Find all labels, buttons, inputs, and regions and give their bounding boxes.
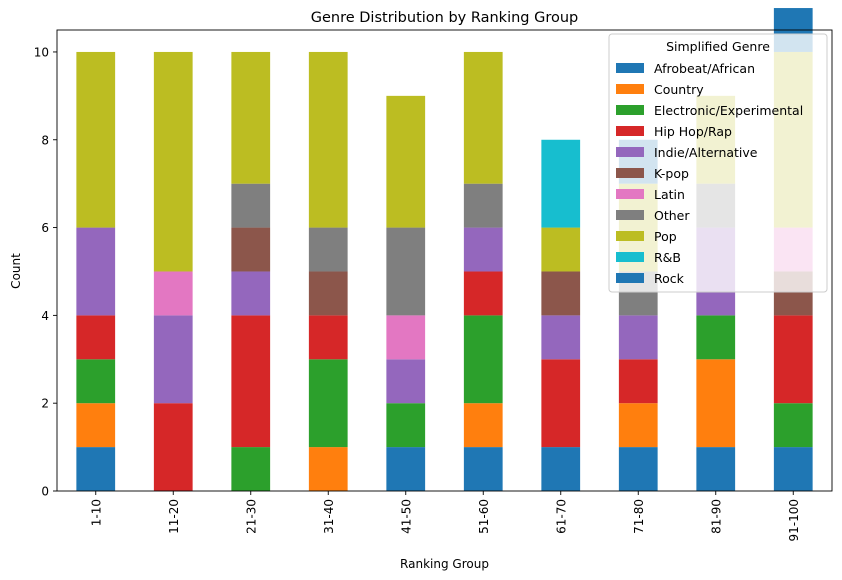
y-axis-label: Count [9,253,23,289]
legend-swatch-rock [616,273,644,283]
bar-41-50-electronic-experimental [386,403,426,448]
legend-entry-hip-hop-rap: Hip Hop/Rap [654,124,732,139]
legend-swatch-afrobeat-african [616,63,644,73]
bar-61-70-r-b [541,139,581,228]
bar-71-80-indie-alternative [618,315,658,360]
bar-61-70-hip-hop-rap [541,359,581,448]
bar-51-60-country [463,403,503,448]
bar-71-80-afrobeat-african [618,447,658,491]
x-tick-label: 21-30 [244,499,258,534]
legend-swatch-indie-alternative [616,147,644,157]
chart-title: Genre Distribution by Ranking Group [311,10,579,26]
bar-31-40-k-pop [308,271,348,316]
y-tick-label: 0 [41,485,49,499]
bar-11-20-indie-alternative [153,315,193,404]
legend-entry-k-pop: K-pop [654,166,689,181]
bar-1-10-afrobeat-african [76,447,116,491]
x-tick-label: 81-90 [709,499,723,534]
axes-layer: 0 2 4 6 8 10 1-10 11-20 21-30 31-40 41-50 51-60 61-7… [34,29,833,542]
bar-61-70-afrobeat-african [541,447,581,491]
bar-51-60-pop [463,51,503,184]
legend-swatch-hip-hop-rap [616,126,644,136]
x-tick-label: 71-80 [632,499,646,534]
x-tick-label: 51-60 [477,499,491,534]
legend-frame [608,33,828,293]
bar-1-10-hip-hop-rap [76,315,116,360]
y-tick-label: 10 [34,45,49,59]
legend-swatch-k-pop [616,168,644,178]
x-axis-label: Ranking Group [400,557,489,571]
bar-71-80-hip-hop-rap [618,359,658,404]
bar-11-20-pop [153,51,193,272]
bar-91-100-hip-hop-rap [773,315,813,404]
legend-title: Simplified Genre [666,39,770,54]
bar-21-30-k-pop [231,227,271,272]
bar-1-10-electronic-experimental [76,359,116,404]
bar-11-20-hip-hop-rap [153,403,193,491]
legend-swatch-pop [616,231,644,241]
legend-entry-r-b: R&B [654,250,681,265]
legend-swatch-r-b [616,252,644,262]
bar-41-50-afrobeat-african [386,447,426,491]
x-tick-label: 11-20 [167,499,181,534]
bar-41-50-indie-alternative [386,359,426,404]
legend-swatch-latin [616,189,644,199]
legend-entry-electronic-experimental: Electronic/Experimental [654,103,803,118]
y-tick-label: 4 [41,309,49,323]
bar-91-100-afrobeat-african [773,447,813,491]
y-tick-label: 6 [41,221,49,235]
bar-21-30-hip-hop-rap [231,315,271,448]
bar-51-60-hip-hop-rap [463,271,503,316]
x-tick-label: 91-100 [787,499,801,542]
bar-71-80-country [618,403,658,448]
bar-31-40-country [308,447,348,491]
legend-entry-indie-alternative: Indie/Alternative [654,145,758,160]
legend-entry-country: Country [654,82,704,97]
bar-41-50-pop [386,95,426,228]
bar-41-50-latin [386,315,426,360]
x-tick-label: 41-50 [399,499,413,534]
bar-51-60-indie-alternative [463,227,503,272]
legend-swatch-other [616,210,644,220]
bar-21-30-electronic-experimental [231,447,271,491]
legend-entry-afrobeat-african: Afrobeat/African [654,61,755,76]
bar-51-60-other [463,183,503,228]
bar-1-10-pop [76,51,116,228]
legend-entry-latin: Latin [654,187,685,202]
bar-61-70-pop [541,227,581,272]
legend: Simplified Genre Afrobeat/African Country E… [608,33,828,293]
bar-81-90-electronic-experimental [696,315,736,360]
bar-21-30-other [231,183,271,228]
bar-41-50-other [386,227,426,316]
plot-frame [56,29,833,492]
bar-31-40-pop [308,51,348,228]
x-tick-label: 1-10 [89,499,103,526]
bar-61-70-k-pop [541,271,581,316]
bar-1-10-indie-alternative [76,227,116,316]
bar-81-90-country [696,359,736,448]
bar-61-70-indie-alternative [541,315,581,360]
x-tick-label: 61-70 [554,499,568,534]
y-tick-label: 8 [41,133,49,147]
bar-31-40-electronic-experimental [308,359,348,448]
legend-swatch-country [616,84,644,94]
legend-entry-pop: Pop [654,229,677,244]
bar-31-40-hip-hop-rap [308,315,348,360]
bar-21-30-pop [231,51,271,184]
legend-swatch-electronic-experimental [616,105,644,115]
y-tick-label: 2 [41,397,49,411]
x-tick-label: 31-40 [322,499,336,534]
bar-91-100-electronic-experimental [773,403,813,448]
bar-1-10-country [76,403,116,448]
bar-21-30-indie-alternative [231,271,271,316]
bar-11-20-latin [153,271,193,316]
bar-51-60-electronic-experimental [463,315,503,404]
bar-51-60-afrobeat-african [463,447,503,491]
bar-81-90-afrobeat-african [696,447,736,491]
legend-entry-other: Other [654,208,690,223]
bar-31-40-other [308,227,348,272]
legend-entry-rock: Rock [654,271,685,286]
